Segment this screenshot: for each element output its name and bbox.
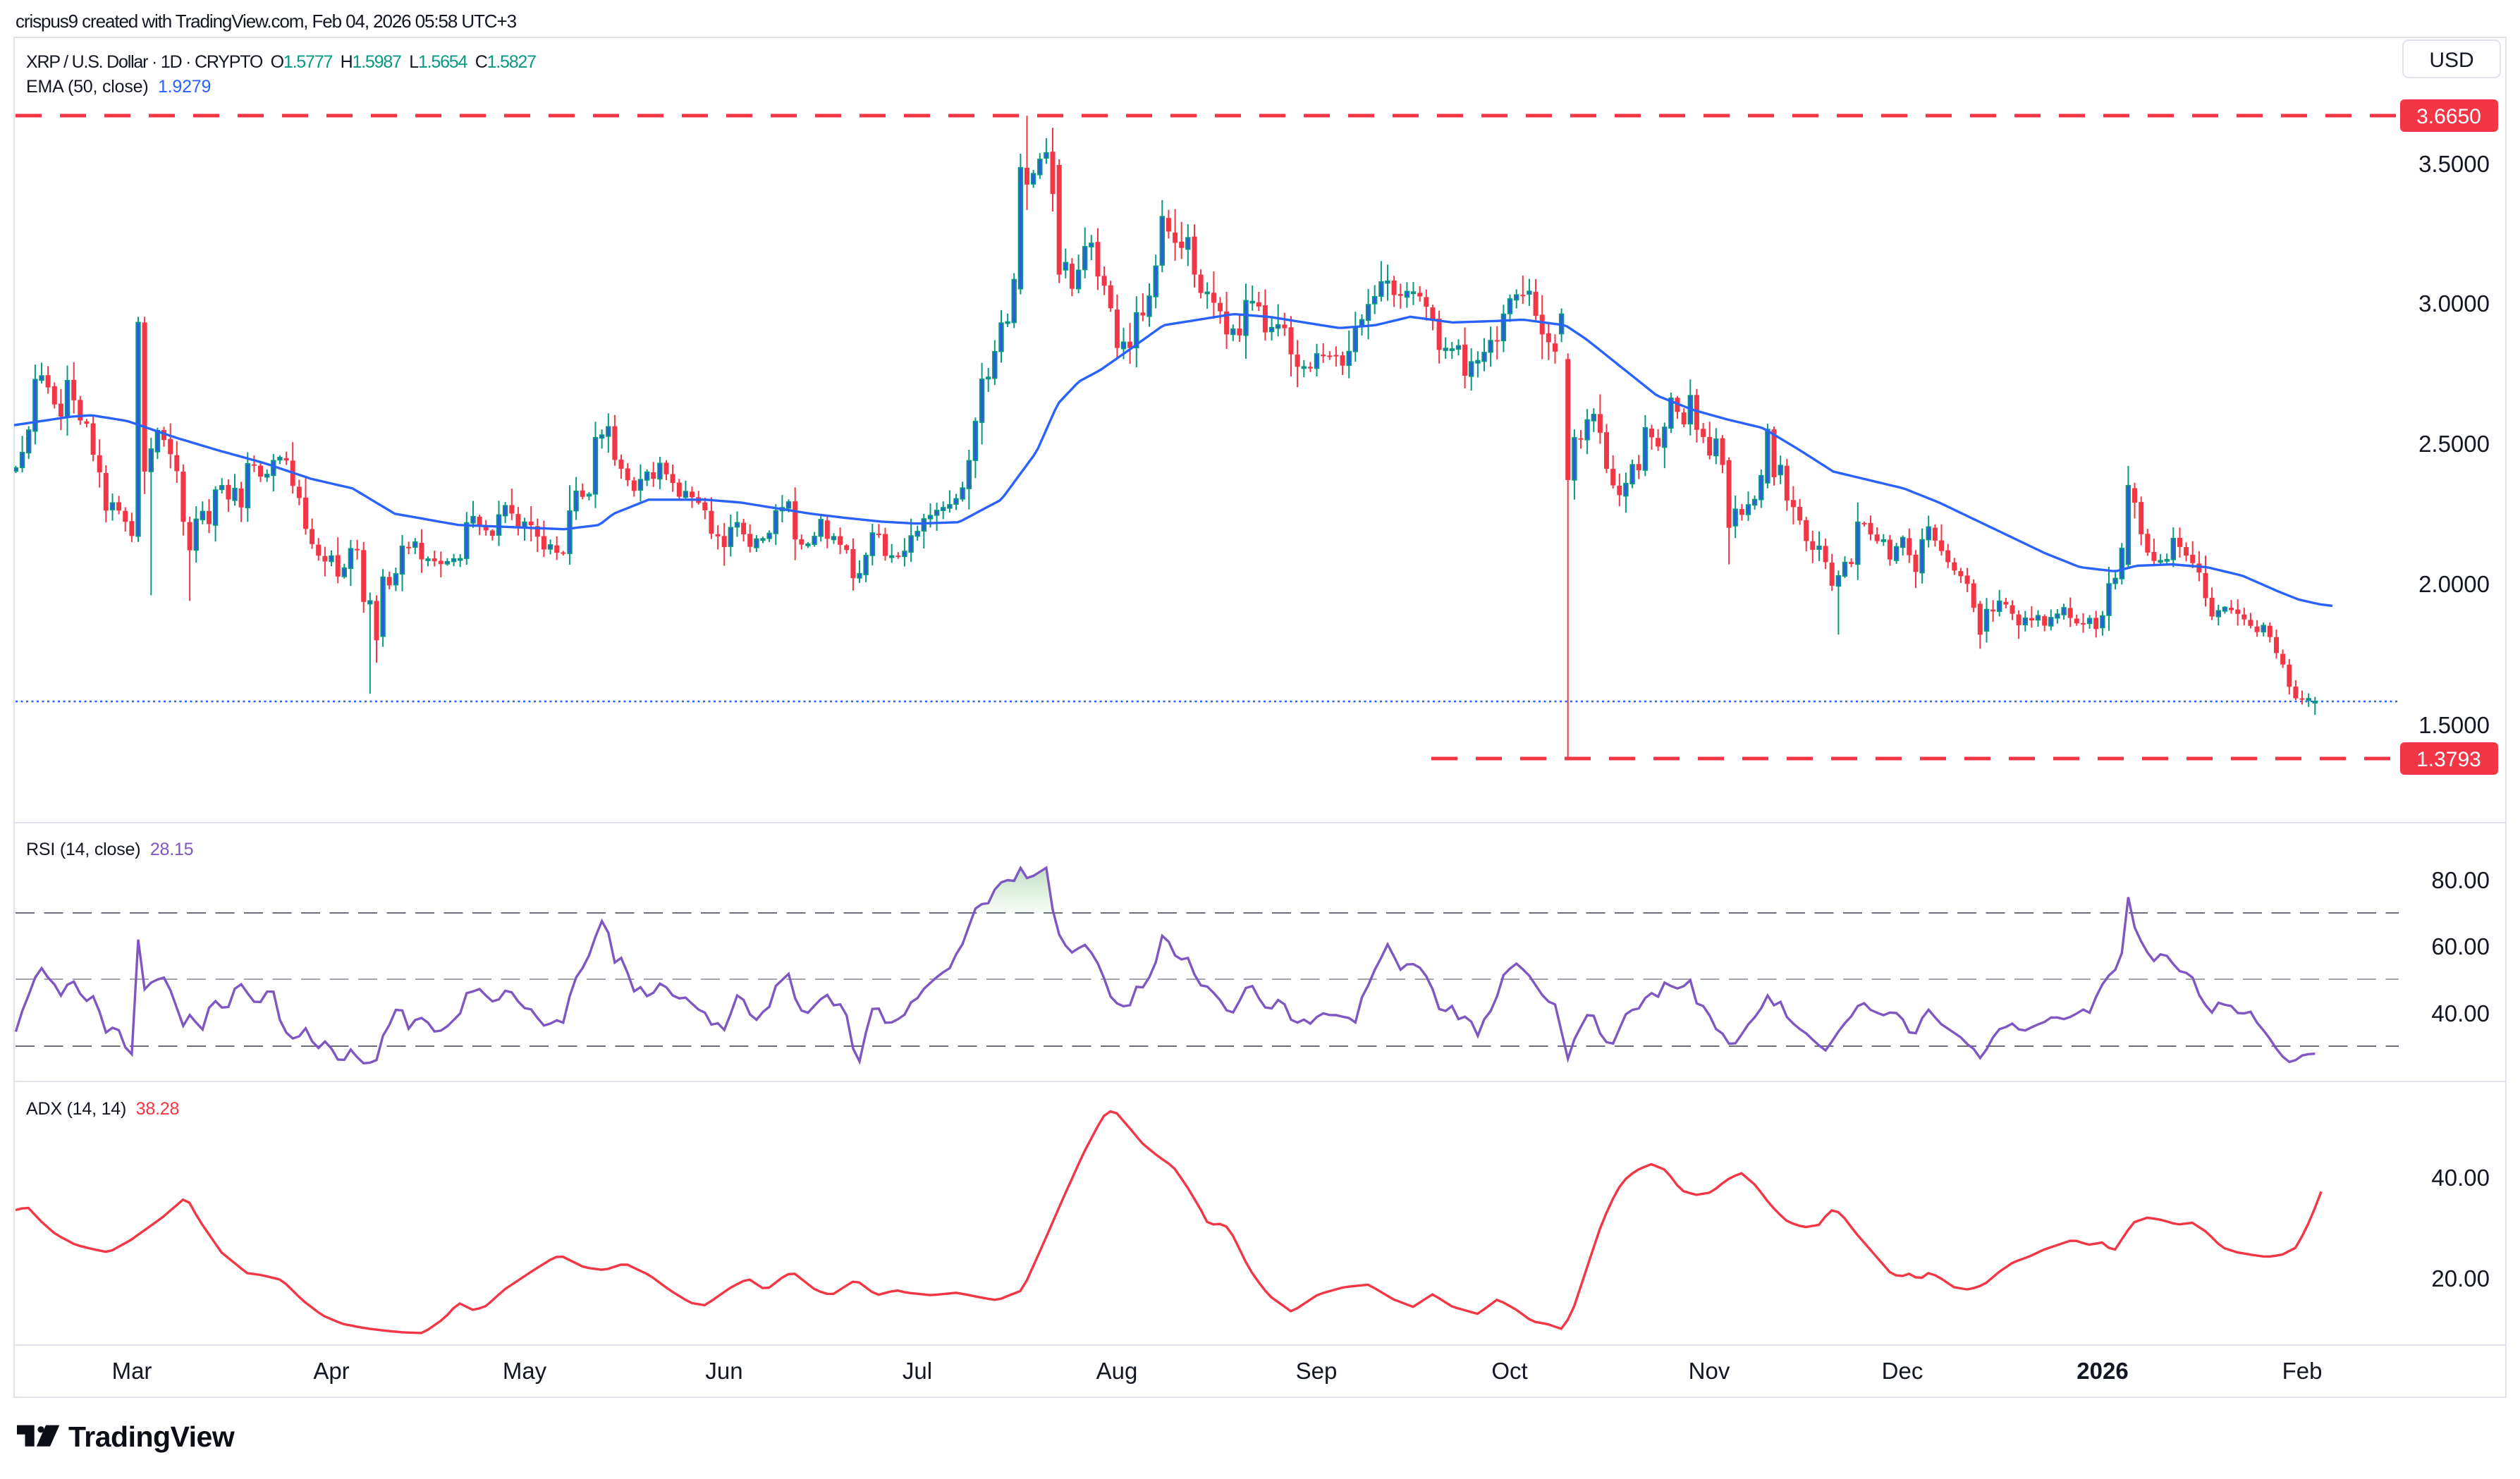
svg-text:Dec: Dec	[1882, 1358, 1923, 1384]
svg-text:Jun: Jun	[705, 1358, 742, 1384]
svg-text:2.5000: 2.5000	[2418, 431, 2490, 457]
svg-text:May: May	[503, 1358, 547, 1384]
svg-text:Sep: Sep	[1296, 1358, 1338, 1384]
svg-text:40.00: 40.00	[2431, 1165, 2490, 1191]
svg-text:3.5000: 3.5000	[2418, 151, 2490, 177]
svg-text:Nov: Nov	[1689, 1358, 1730, 1384]
svg-text:TradingView: TradingView	[68, 1420, 235, 1453]
svg-text:Oct: Oct	[1491, 1358, 1527, 1384]
svg-text:Mar: Mar	[112, 1358, 152, 1384]
svg-text:crispus9 created with TradingV: crispus9 created with TradingView.com, F…	[16, 11, 517, 32]
svg-text:Jul: Jul	[903, 1358, 932, 1384]
svg-text:1.3793: 1.3793	[2416, 748, 2481, 771]
svg-text:3.0000: 3.0000	[2418, 290, 2490, 317]
svg-text:2.0000: 2.0000	[2418, 571, 2490, 597]
svg-text:USD: USD	[2429, 49, 2473, 72]
svg-text:Apr: Apr	[313, 1358, 349, 1384]
svg-text:ADX (14, 14) 38.28: ADX (14, 14) 38.28	[26, 1099, 179, 1119]
svg-text:3.6650: 3.6650	[2416, 105, 2481, 128]
svg-text:40.00: 40.00	[2431, 1000, 2490, 1026]
svg-text:80.00: 80.00	[2431, 867, 2490, 893]
svg-text:XRP / U.S. Dollar · 1D · CRYPT: XRP / U.S. Dollar · 1D · CRYPTO O1.5777 …	[26, 52, 536, 72]
svg-text:EMA (50, close) 1.9279: EMA (50, close) 1.9279	[26, 77, 211, 97]
svg-text:1.5000: 1.5000	[2418, 712, 2490, 738]
svg-text:20.00: 20.00	[2431, 1265, 2490, 1291]
svg-text:Feb: Feb	[2282, 1358, 2323, 1384]
svg-text:60.00: 60.00	[2431, 933, 2490, 959]
svg-text:RSI (14, close) 28.15: RSI (14, close) 28.15	[26, 840, 193, 859]
svg-text:2026: 2026	[2076, 1358, 2128, 1384]
svg-text:Aug: Aug	[1096, 1358, 1138, 1384]
